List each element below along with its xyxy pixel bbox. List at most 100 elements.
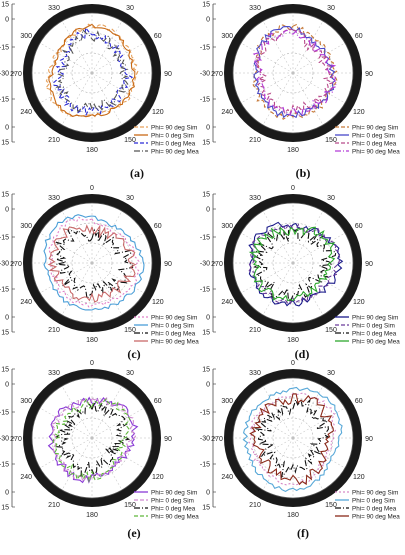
radial-tick-label: -15 bbox=[0, 410, 9, 417]
panel-caption: (d) bbox=[295, 347, 310, 361]
angle-tick-label: 120 bbox=[152, 109, 164, 116]
angle-tick-label: 180 bbox=[86, 147, 98, 154]
radial-tick-label: 15 bbox=[202, 192, 210, 199]
series-line bbox=[254, 398, 330, 479]
legend-label: Phi= 90 deg Sim bbox=[352, 315, 398, 322]
radial-tick-label: 15 bbox=[1, 505, 9, 512]
series-line bbox=[54, 400, 131, 478]
angle-tick-label: 90 bbox=[164, 261, 172, 268]
angle-tick-label: 240 bbox=[221, 109, 233, 116]
angle-tick-label: 270 bbox=[211, 71, 223, 78]
radial-tick-label: -30 bbox=[0, 71, 9, 78]
angle-tick-label: 90 bbox=[164, 436, 172, 443]
angle-tick-label: 30 bbox=[327, 370, 335, 377]
radial-tick-label: 0 bbox=[206, 490, 210, 497]
legend-label: Phi= 90 deg Mea bbox=[151, 149, 199, 156]
radial-tick-label: -15 bbox=[200, 462, 210, 469]
angle-tick-label: 150 bbox=[325, 502, 337, 509]
series-line bbox=[248, 392, 337, 486]
legend-label: Phi= 0 deg Mea bbox=[352, 331, 397, 338]
angle-tick-label: 270 bbox=[10, 261, 22, 268]
angle-tick-label: 150 bbox=[124, 502, 136, 509]
angle-tick-label: 210 bbox=[249, 137, 261, 144]
series-line bbox=[248, 223, 341, 305]
polar-chart-5: 0306090120150180210240270300330150-15-30… bbox=[0, 360, 199, 540]
angle-tick-label: 330 bbox=[249, 5, 261, 12]
angle-tick-label: 150 bbox=[124, 137, 136, 144]
angle-tick-label: 90 bbox=[365, 261, 373, 268]
legend-label: Phi= 0 deg Mea bbox=[151, 141, 196, 148]
angle-tick-label: 60 bbox=[154, 33, 162, 40]
series-line bbox=[255, 28, 335, 115]
radial-tick-label: -30 bbox=[0, 436, 9, 443]
angle-tick-label: 330 bbox=[48, 370, 60, 377]
angle-tick-label: 180 bbox=[287, 337, 299, 344]
angle-tick-label: 300 bbox=[20, 33, 32, 40]
angle-tick-label: 150 bbox=[325, 327, 337, 334]
radial-tick-label: -15 bbox=[200, 287, 210, 294]
radial-tick-label: -30 bbox=[200, 71, 210, 78]
radial-tick-label: 0 bbox=[5, 382, 9, 389]
angle-tick-label: 30 bbox=[126, 195, 134, 202]
angle-tick-label: 300 bbox=[221, 223, 233, 230]
panel-caption: (a) bbox=[130, 166, 144, 180]
radial-tick-label: -15 bbox=[200, 97, 210, 104]
legend-label: Phi= 90 deg Sim bbox=[151, 490, 197, 497]
angle-tick-label: 30 bbox=[327, 5, 335, 12]
angle-tick-label: 120 bbox=[353, 474, 365, 481]
radial-tick-label: -15 bbox=[200, 45, 210, 52]
angle-tick-label: 210 bbox=[48, 137, 60, 144]
series-line bbox=[47, 224, 137, 303]
radial-tick-label: 15 bbox=[1, 2, 9, 9]
panel-caption: (c) bbox=[127, 347, 140, 361]
angle-tick-label: 180 bbox=[86, 512, 98, 519]
angle-tick-label: 120 bbox=[353, 299, 365, 306]
angle-tick-label: 0 bbox=[291, 185, 295, 192]
angle-tick-label: 330 bbox=[48, 5, 60, 12]
radial-tick-label: -15 bbox=[0, 97, 9, 104]
angle-tick-label: 120 bbox=[152, 299, 164, 306]
radial-tick-label: 0 bbox=[5, 17, 9, 24]
angle-tick-label: 270 bbox=[211, 436, 223, 443]
angle-tick-label: 270 bbox=[10, 71, 22, 78]
radial-tick-label: -15 bbox=[0, 287, 9, 294]
legend-label: Phi= 90 deg Mea bbox=[352, 149, 400, 156]
angle-tick-label: 270 bbox=[10, 436, 22, 443]
angle-tick-label: 240 bbox=[20, 299, 32, 306]
angle-tick-label: 0 bbox=[291, 360, 295, 367]
angle-tick-label: 300 bbox=[221, 33, 233, 40]
radial-tick-label: 15 bbox=[1, 367, 9, 374]
series-line bbox=[252, 23, 338, 121]
polar-chart-3: 0306090120150180210240270300330150-15-30… bbox=[0, 185, 199, 361]
legend-label: Phi= 90 deg Sim bbox=[352, 125, 398, 132]
legend-label: Phi= 0 deg Sim bbox=[151, 498, 194, 505]
radial-tick-label: 15 bbox=[202, 2, 210, 9]
angle-tick-label: 240 bbox=[20, 109, 32, 116]
series-line bbox=[242, 386, 343, 493]
legend-label: Phi= 90 deg Mea bbox=[352, 339, 400, 346]
panel-caption: (e) bbox=[127, 526, 140, 540]
angle-tick-label: 0 bbox=[291, 0, 295, 2]
radial-tick-label: -30 bbox=[200, 436, 210, 443]
angle-tick-label: 210 bbox=[48, 327, 60, 334]
angle-tick-label: 0 bbox=[90, 0, 94, 2]
legend-label: Phi= 0 deg Mea bbox=[151, 331, 196, 338]
polar-chart-6: 0306090120150180210240270300330150-15-30… bbox=[200, 360, 400, 540]
radial-tick-label: 15 bbox=[202, 140, 210, 147]
series-line bbox=[252, 29, 337, 116]
angle-tick-label: 240 bbox=[221, 299, 233, 306]
legend-label: Phi= 90 deg Mea bbox=[151, 339, 199, 346]
angle-tick-label: 330 bbox=[249, 195, 261, 202]
polar-chart-2: 0306090120150180210240270300330150-15-30… bbox=[200, 0, 400, 180]
angle-tick-label: 330 bbox=[48, 195, 60, 202]
legend-label: Phi= 0 deg Sim bbox=[151, 133, 194, 140]
angle-tick-label: 60 bbox=[355, 223, 363, 230]
angle-tick-label: 120 bbox=[353, 109, 365, 116]
legend-label: Phi= 90 deg Sim bbox=[151, 315, 197, 322]
legend-label: Phi= 0 deg Sim bbox=[352, 133, 395, 140]
radial-tick-label: -15 bbox=[0, 235, 9, 242]
angle-tick-label: 270 bbox=[211, 261, 223, 268]
legend-label: Phi= 90 deg Mea bbox=[151, 514, 199, 521]
